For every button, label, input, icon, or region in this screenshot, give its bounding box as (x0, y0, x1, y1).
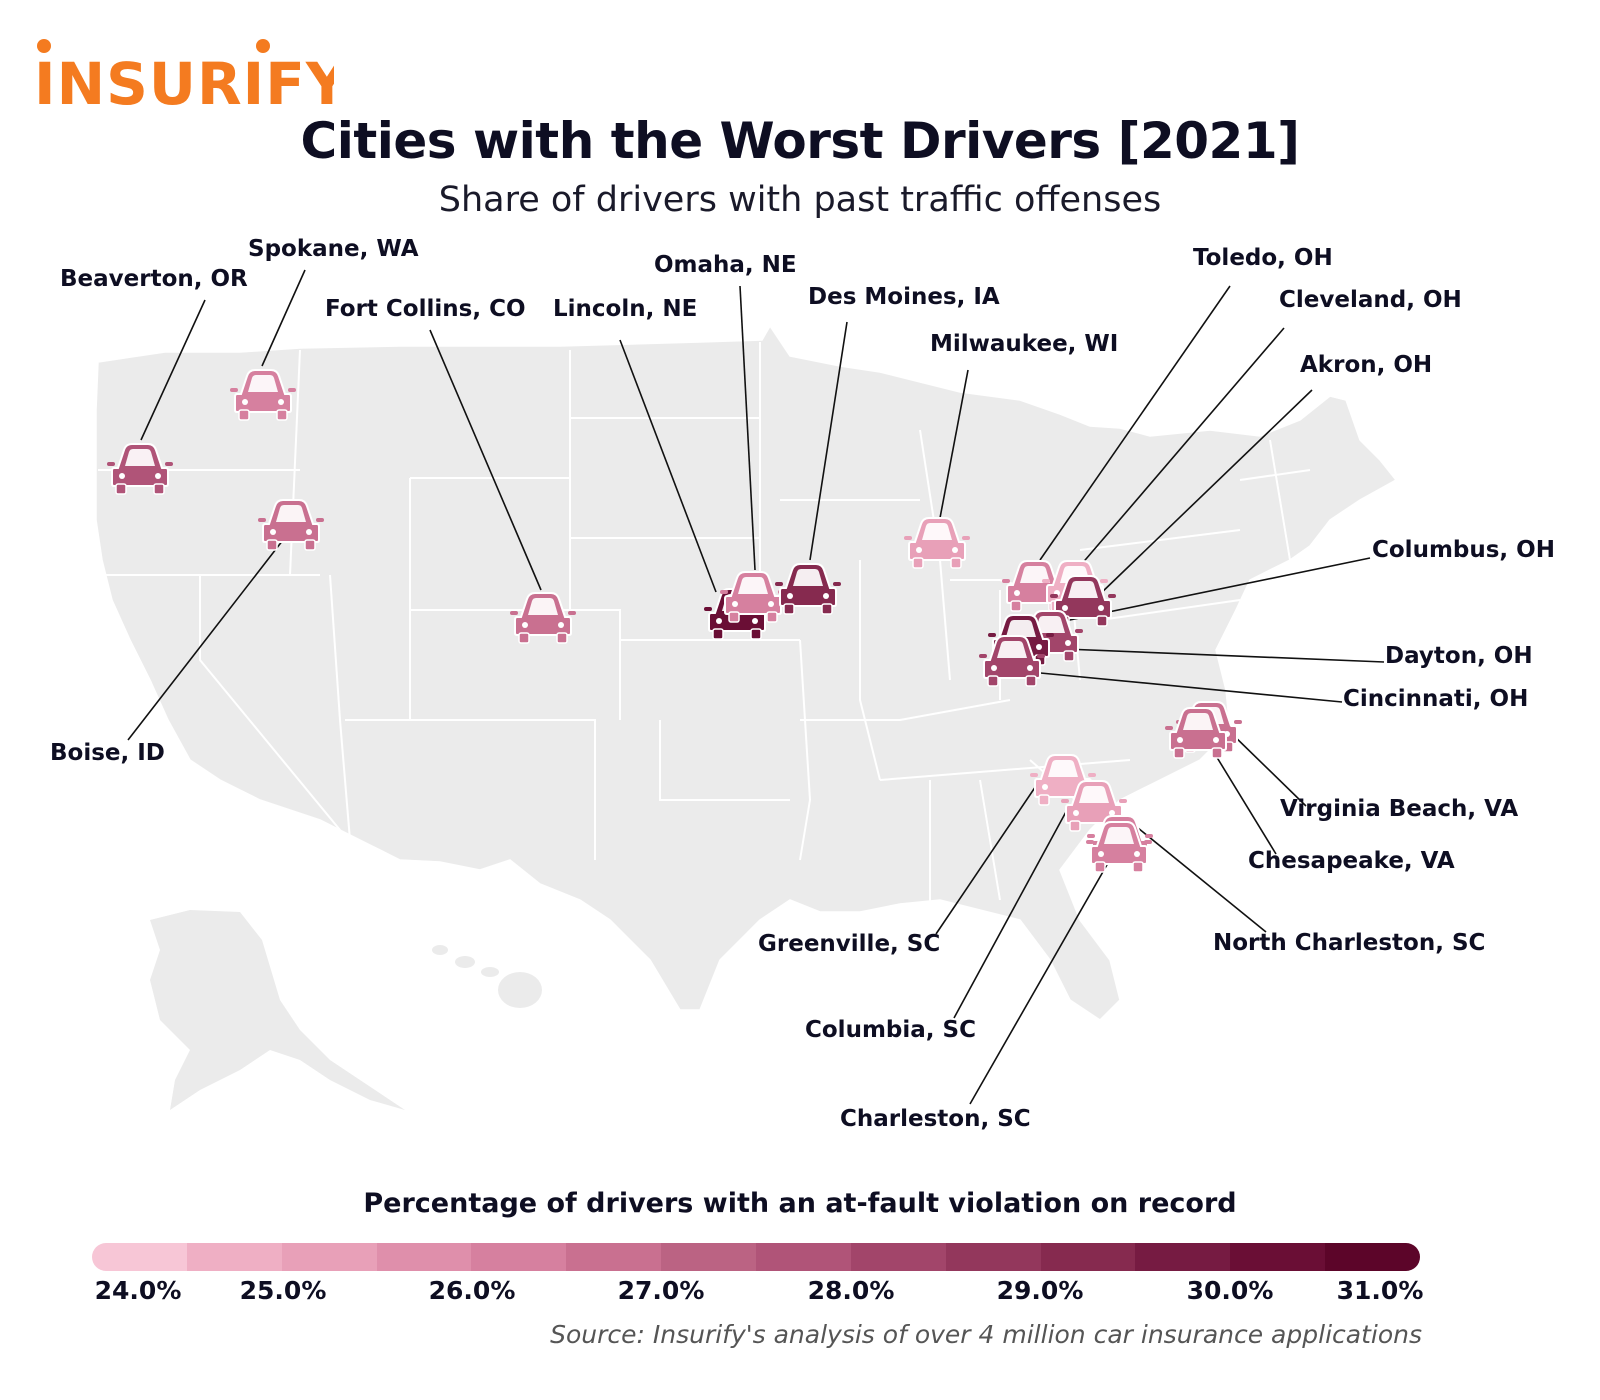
legend-swatch-7 (661, 1243, 757, 1271)
leader-line-chesapeake-va (1209, 745, 1277, 855)
leader-line-spokane-wa (261, 269, 306, 367)
leader-lines (127, 269, 1385, 1105)
leader-line-toledo-oh (1039, 285, 1231, 561)
car-icon-milwaukee-wi (904, 517, 970, 569)
car-icon-fort-collins-co (510, 592, 576, 644)
leader-line-charleston-sc (969, 855, 1113, 1105)
city-label-akron-oh: Akron, OH (1300, 352, 1432, 378)
contiguous-us-shape (95, 324, 1398, 1021)
legend-tick-8: 31.0% (1336, 1276, 1424, 1305)
legend-swatch-3 (281, 1243, 377, 1271)
hawaii-shape (432, 945, 542, 1008)
car-icon-omaha-ne (720, 571, 786, 623)
chart-title: Cities with the Worst Drivers [2021] (300, 112, 1300, 170)
source-note: Source: Insurify's analysis of over 4 mi… (550, 1320, 1422, 1349)
city-label-spokane-wa: Spokane, WA (248, 236, 419, 262)
car-icon-columbia-sc (1061, 780, 1127, 832)
chart-subtitle: Share of drivers with past traffic offen… (438, 180, 1162, 220)
city-label-beaverton-or: Beaverton, OR (60, 266, 248, 292)
city-label-des-moines-ia: Des Moines, IA (808, 284, 1000, 310)
legend-color-bar (92, 1243, 1420, 1271)
legend-swatch-8 (756, 1243, 851, 1271)
legend-tick-3: 26.0% (428, 1276, 516, 1305)
city-label-milwaukee-wi: Milwaukee, WI (930, 331, 1118, 357)
legend-swatch-1 (92, 1243, 187, 1271)
leader-line-columbia-sc (953, 809, 1068, 1019)
legend-swatch-13 (1230, 1243, 1326, 1271)
car-icon-beaverton-or (107, 443, 173, 495)
city-label-virginia-beach-va: Virginia Beach, VA (1280, 796, 1518, 822)
city-label-columbia-sc: Columbia, SC (805, 1017, 976, 1043)
city-label-dayton-oh: Dayton, OH (1385, 643, 1533, 669)
legend-tick-2: 25.0% (239, 1276, 327, 1305)
city-label-chesapeake-va: Chesapeake, VA (1248, 848, 1455, 874)
city-markers (107, 369, 1242, 873)
leader-line-cincinnati-oh (1029, 671, 1343, 703)
legend-swatch-2 (186, 1243, 282, 1271)
legend-tick-4: 27.0% (617, 1276, 705, 1305)
legend-swatch-14 (1325, 1243, 1420, 1271)
leader-line-virginia-beach-va (1227, 729, 1307, 807)
leader-line-dayton-oh (1039, 647, 1385, 663)
leader-line-boise-id (127, 539, 284, 741)
car-icon-akron-oh (1050, 575, 1116, 627)
city-label-charleston-sc: Charleston, SC (840, 1106, 1031, 1132)
city-label-north-charleston-sc: North Charleston, SC (1213, 930, 1485, 956)
logo-dot-i2 (256, 39, 270, 53)
leader-line-omaha-ne (739, 285, 756, 571)
leader-line-lincoln-ne (619, 339, 717, 593)
legend-swatch-10 (945, 1243, 1041, 1271)
leader-line-north-charleston-sc (1137, 827, 1267, 933)
car-icon-cincinnati-oh (979, 635, 1045, 687)
leader-line-fort-collins-co (429, 329, 542, 591)
legend-swatch-11 (1040, 1243, 1136, 1271)
legend-swatch-5 (471, 1243, 567, 1271)
city-label-columbus-oh: Columbus, OH (1372, 537, 1555, 563)
car-icon-charleston-sc (1086, 821, 1152, 873)
leader-line-akron-oh (1097, 389, 1313, 597)
leader-line-milwaukee-wi (939, 369, 969, 519)
insurify-logo-text: INSURIFY (34, 50, 334, 116)
city-label-lincoln-ne: Lincoln, NE (553, 296, 697, 322)
leader-line-beaverton-or (140, 299, 206, 441)
leader-line-cleveland-oh (1079, 327, 1285, 567)
insurify-logo: INSURIFY (34, 39, 334, 116)
car-icon-boise-id (258, 499, 324, 551)
legend-tick-6: 29.0% (996, 1276, 1084, 1305)
leader-line-greenville-sc (935, 779, 1041, 935)
legend-swatch-12 (1135, 1243, 1231, 1271)
city-label-fort-collins-co: Fort Collins, CO (325, 296, 526, 322)
legend-swatch-4 (376, 1243, 472, 1271)
city-label-greenville-sc: Greenville, SC (758, 931, 940, 957)
city-label-omaha-ne: Omaha, NE (654, 252, 797, 278)
city-label-cleveland-oh: Cleveland, OH (1279, 287, 1462, 313)
legend-tick-5: 28.0% (807, 1276, 895, 1305)
city-label-toledo-oh: Toledo, OH (1193, 245, 1333, 271)
legend-swatch-9 (850, 1243, 946, 1271)
logo-dot-i (37, 39, 51, 53)
car-icon-chesapeake-va (1165, 707, 1231, 759)
legend-tick-7: 30.0% (1186, 1276, 1274, 1305)
legend-tick-1: 24.0% (94, 1276, 182, 1305)
legend-swatch-6 (566, 1243, 662, 1271)
car-icon-des-moines-ia (775, 563, 841, 615)
car-icon-spokane-wa (230, 369, 296, 421)
legend-title: Percentage of drivers with an at-fault v… (363, 1188, 1237, 1219)
alaska-shape (150, 910, 405, 1110)
city-label-cincinnati-oh: Cincinnati, OH (1343, 686, 1528, 712)
leader-line-des-moines-ia (809, 321, 848, 561)
city-label-boise-id: Boise, ID (50, 740, 165, 766)
